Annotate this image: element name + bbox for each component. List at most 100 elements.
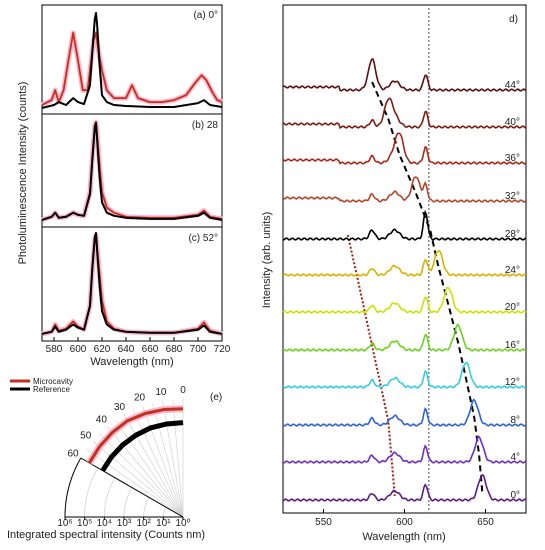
spectrum-line-32°: [282, 176, 527, 203]
polar-outer-arc: [64, 457, 82, 518]
dotted-dispersion-curve: [346, 234, 396, 497]
angle-label: 36°: [505, 153, 520, 164]
subpanel-c-label: (c) 52°: [188, 233, 218, 244]
subpanel-1-microcavity-halo: [41, 119, 223, 223]
polar-grid: [64, 399, 184, 518]
polar-angle-tick: 60: [67, 449, 79, 460]
right-curves: [282, 57, 527, 502]
right-y-axis-label: Intensity (arb. units): [261, 212, 273, 309]
polar-angle-tick: 30: [114, 402, 126, 413]
subpanel-0-microcavity-halo: [40, 30, 223, 108]
left-x-tick-label: 720: [214, 344, 231, 355]
subpanel-a-label: (a) 0°: [193, 10, 218, 21]
spectrum-line-12°: [282, 361, 527, 389]
angle-label: 4°: [510, 452, 520, 463]
polar-radial-tick: 10⁴: [97, 518, 112, 529]
right-x-tick-label: 650: [477, 517, 494, 528]
subpanel-b-label: (b) 28: [192, 120, 219, 131]
left-y-axis-label: Photoluminescence Intensity (counts): [17, 82, 29, 265]
polar-grid-spoke: [86, 449, 184, 518]
left-x-tick-label: 660: [142, 344, 159, 355]
polar-angle-tick: 0: [180, 385, 186, 396]
polar-grid-ring: [64, 457, 82, 518]
polar-legend: Microcavity Reference: [10, 377, 73, 394]
angle-label: 44°: [505, 80, 520, 91]
spectrum-line-0°: [282, 473, 527, 502]
spectrum-line-16°: [282, 323, 527, 352]
legend-label-microcavity: Microcavity: [33, 377, 73, 386]
polar-grid-ring: [162, 506, 167, 518]
subpanel-2-microcavity-line: [41, 234, 223, 335]
right-angle-labels: 44° 40° 36° 32° 28° 24° 20° 16° 12° 8° 4° 0°: [505, 80, 520, 501]
polar-radial-tick: 10⁶: [57, 518, 72, 529]
polar-angle-tick: 20: [134, 393, 146, 404]
polar-grid-ring: [103, 477, 116, 518]
polar-grid-spoke: [99, 433, 184, 518]
polar-radial-tick: 10⁵: [77, 518, 92, 529]
angle-label: 0°: [510, 490, 520, 501]
left-x-tick-label: 620: [94, 344, 111, 355]
spectrum-line-8°: [282, 398, 527, 427]
left-curves: [40, 12, 223, 337]
left-x-tick-label: 700: [190, 344, 207, 355]
polar-grid-spoke: [152, 402, 184, 518]
polar-grid-spoke: [115, 420, 184, 518]
spectrum-line-24°: [282, 250, 527, 277]
subpanel-c-frame: [41, 226, 223, 342]
legend-label-reference: Reference: [33, 385, 70, 394]
angle-label: 20°: [505, 302, 520, 313]
polar-grid-spoke: [172, 399, 184, 518]
polar-grid-spoke: [132, 409, 184, 518]
polar-grid-spoke: [106, 426, 184, 518]
polar-grid-ring: [143, 497, 150, 518]
polar-radial-tick: 10⁰: [175, 518, 190, 529]
polar-axis-label: Integrated spectral intensity (Counts nm…: [7, 529, 205, 541]
spectrum-line-20°: [282, 286, 527, 314]
polar-panel-label: (e): [210, 392, 222, 403]
angle-label: 32°: [505, 191, 520, 202]
spectrum-line-40°: [282, 97, 527, 130]
polar-microcavity-curve: [88, 407, 184, 464]
spectrum-line-4°: [282, 435, 527, 464]
polar-grid-ring: [84, 467, 99, 518]
polar-angle-tick: 40: [96, 415, 108, 426]
subpanel-2-microcavity-halo: [41, 232, 223, 337]
subpanel-2-reference-line: [41, 232, 223, 335]
left-x-tick-label: 640: [118, 344, 135, 355]
left-panel: (a) 0° (b) 28 (c) 52° 580 600 620 640 660 680…: [17, 4, 231, 368]
left-x-tick-label: 680: [166, 344, 183, 355]
angle-label: 40°: [505, 117, 520, 128]
angle-label: 16°: [505, 340, 520, 351]
polar-grid-spoke: [92, 440, 184, 518]
cavity-mode-dispersion-line: [371, 81, 484, 493]
right-x-tick-label: 550: [315, 517, 332, 528]
right-x-axis-label: Wavelength (nm): [362, 531, 445, 543]
spectrum-line-28°: [282, 209, 527, 241]
spectrum-line-44°: [282, 57, 527, 92]
right-x-ticks: 550 600 650: [315, 509, 494, 528]
left-x-ticks: 580 600 620 640 660 680 700 720: [46, 337, 231, 355]
polar-edge-axis: [80, 457, 184, 518]
angle-label: 28°: [505, 229, 520, 240]
right-frame: [282, 4, 527, 514]
left-x-tick-label: 600: [70, 344, 87, 355]
polar-curves: [86, 405, 184, 472]
polar-angle-tick: 50: [80, 430, 92, 441]
left-x-tick-label: 580: [46, 344, 63, 355]
subpanel-1-reference-line: [41, 122, 223, 221]
polar-radial-ticks: 10⁰ 10¹ 10² 10³ 10⁴ 10⁵ 10⁶: [57, 517, 191, 529]
polar-radial-tick: 10³: [117, 518, 132, 529]
right-panel-label: d): [509, 14, 518, 25]
right-x-tick-label: 600: [396, 517, 413, 528]
subpanel-1-microcavity-line: [41, 121, 223, 221]
angle-label: 24°: [505, 265, 520, 276]
polar-grid-spoke: [123, 414, 184, 518]
right-guides: [346, 8, 484, 513]
polar-radial-tick: 10¹: [156, 518, 171, 529]
spectrum-line-36°: [282, 132, 527, 165]
polar-grid-spoke: [142, 406, 184, 518]
subpanel-0-reference-line: [41, 12, 223, 109]
